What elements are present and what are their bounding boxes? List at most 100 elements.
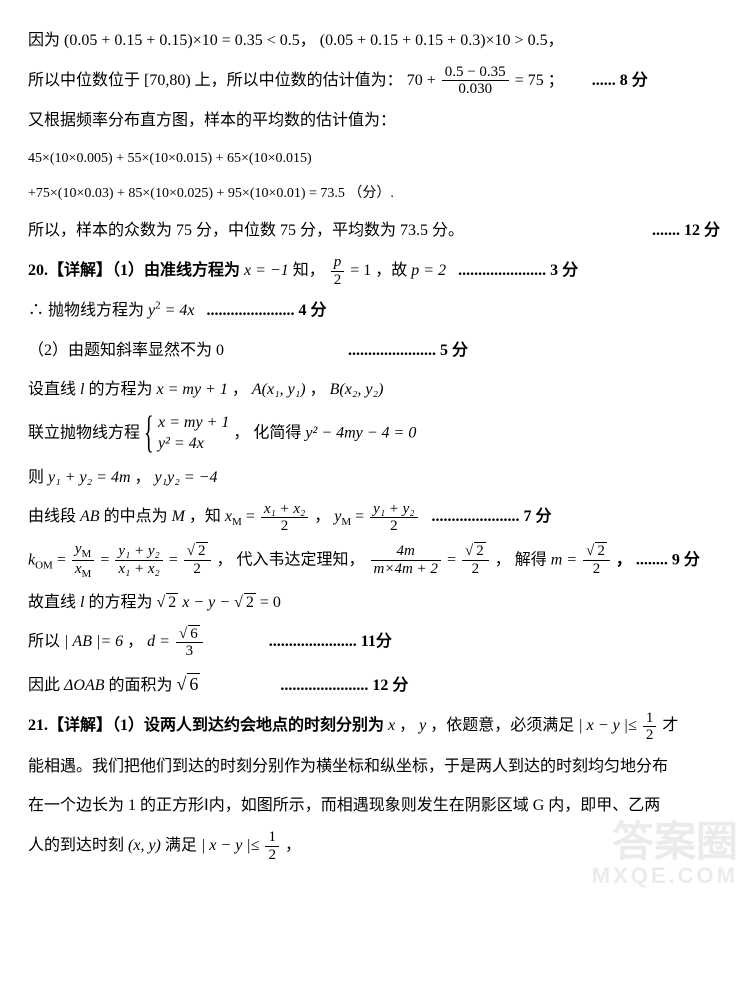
text: 联立抛物线方程	[28, 424, 140, 441]
half: 1 2	[265, 829, 279, 863]
line-4: 45×(10×0.005) + 55×(10×0.015) + 65×(10×0…	[28, 144, 720, 173]
dots: ， ........	[616, 551, 668, 568]
frac2: y₁ + y₂ 2	[370, 501, 417, 535]
line-17: 因此 ΔOAB 的面积为 6 ...................... 12…	[28, 666, 720, 704]
score: 12 分	[372, 677, 408, 694]
text: ， 化简得	[233, 424, 301, 441]
denominator: 2	[331, 272, 345, 289]
numerator: p	[331, 254, 345, 272]
expr-pre: 70 +	[407, 72, 436, 89]
interval: [70,80)	[144, 72, 191, 89]
text: 的方程为	[88, 594, 152, 611]
line-9: （2）由题知斜率显然不为 0 ...................... 5 …	[28, 334, 720, 368]
text: ，	[285, 837, 301, 854]
result: = 75 ；	[515, 72, 564, 89]
line-2: 所以中位数位于 [70,80) 上，所以中位数的估计值为： 70 + 0.5 −…	[28, 64, 720, 98]
dots: ......................	[269, 633, 357, 650]
text: 故直线	[28, 594, 76, 611]
text: 知，	[293, 262, 325, 279]
text: 由线段	[28, 508, 76, 525]
dots: ......................	[458, 262, 546, 279]
text: 因为	[28, 32, 60, 49]
AB: | AB |= 6	[64, 633, 123, 650]
text: ，	[127, 633, 143, 650]
line-12: 则 y₁ + y₂ = 4m ， y₁y₂ = −4	[28, 461, 720, 495]
dots: ......................	[348, 342, 436, 359]
text: 在一个边长为 1 的正方形Ⅰ内，如图所示，而相遇现象则发生在阴影区域 G 内，即…	[28, 797, 660, 814]
frac3: 2 2	[184, 543, 211, 577]
line-11: 联立抛物线方程 x = my + 1 y² = 4x ， 化简得 y² − 4m…	[28, 413, 720, 455]
frac: x₁ + x₂ 2	[261, 501, 308, 535]
abs: | x − y |≤	[578, 717, 637, 734]
xy: (x, y)	[128, 837, 161, 854]
frac1: yM xM	[72, 541, 94, 580]
denominator: 0.030	[442, 81, 509, 98]
text: 的中点为	[104, 508, 168, 525]
frac5: 2 2	[462, 543, 489, 577]
text: ， 代入韦达定理知，	[217, 551, 365, 568]
text: 的面积为	[109, 677, 177, 694]
text: ，	[399, 717, 415, 734]
score: 4 分	[299, 302, 327, 319]
math-expr: +75×(10×0.03) + 85×(10×0.025) + 95×(10×0…	[28, 186, 394, 201]
AB: AB	[80, 508, 104, 525]
line-13: 由线段 AB 的中点为 M ，知 xM = x₁ + x₂ 2 ， yM = y…	[28, 500, 720, 534]
q20-l1: 20.【详解】（1）由准线方程为 x = −1 知， p 2 = 1 ，故 p …	[28, 254, 720, 288]
frac4: 4m m×4m + 2	[371, 543, 441, 577]
text: 20.【详解】（1）由准线方程为	[28, 262, 240, 279]
text: ，	[314, 508, 330, 525]
dots: ......	[592, 72, 616, 89]
eq0: = 0	[260, 594, 281, 611]
mid: x − y −	[182, 594, 234, 611]
line-21: 人的到达时刻 (x, y) 满足 | x − y |≤ 1 2 ，	[28, 829, 720, 863]
eq2: =	[355, 508, 368, 525]
expr: p = 2	[411, 262, 446, 279]
line-19: 能相遇。我们把他们到达的时刻分别作为横坐标和纵坐标，于是两人到达的时刻均匀地分布	[28, 750, 720, 784]
sys-row-2: y² = 4x	[158, 434, 229, 455]
M: M	[172, 508, 185, 525]
text: 则	[28, 469, 44, 486]
text: ，	[232, 381, 248, 398]
score: 5 分	[440, 342, 468, 359]
sum: y₁ + y₂ = 4m	[48, 469, 130, 486]
line-6: 所以，样本的众数为 75 分，中位数 75 分，平均数为 73.5 分。 ...…	[28, 214, 720, 248]
eq: x = my + 1	[156, 381, 227, 398]
text: 又根据频率分布直方图，样本的平均数的估计值为：	[28, 112, 396, 129]
text: 人的到达时刻	[28, 837, 124, 854]
line-10: 设直线 l 的方程为 x = my + 1 ， A(x₁, y₁) ， B(x₂…	[28, 373, 720, 407]
frac: 6 3	[176, 626, 203, 660]
fraction: 0.5 − 0.35 0.030	[442, 64, 509, 98]
text: 设直线	[28, 381, 76, 398]
text: 21.【详解】（1）设两人到达约会地点的时刻分别为	[28, 717, 384, 734]
eq: = 1	[350, 262, 371, 279]
xM: x	[225, 508, 232, 525]
frac6: 2 2	[583, 543, 610, 577]
dots: ......................	[207, 302, 295, 319]
score: 7 分	[524, 508, 552, 525]
text: 因此	[28, 677, 60, 694]
math-expr: (0.05 + 0.15 + 0.15)×10 = 0.35 < 0.5， (0…	[64, 32, 564, 49]
expr: x = −1	[244, 262, 289, 279]
subM2: M	[341, 516, 351, 528]
line-14: kOM = yM xM = y₁ + y₂ x₁ + x₂ = 2 2 ， 代入…	[28, 541, 720, 580]
text: ，依题意，必须满足	[430, 717, 574, 734]
score: 11分	[361, 633, 392, 650]
line-15: 故直线 l 的方程为 2 x − y − 2 = 0	[28, 586, 720, 620]
dots: ......................	[432, 508, 520, 525]
text: 的方程为	[88, 381, 152, 398]
score: 9 分	[672, 551, 700, 568]
equation-system: x = my + 1 y² = 4x	[144, 413, 229, 455]
text: ，	[135, 469, 151, 486]
text: 上，所以中位数的估计值为：	[195, 72, 403, 89]
A: A(x₁, y₁)	[252, 381, 306, 398]
prod: y₁y₂ = −4	[155, 469, 218, 486]
eq: =	[246, 508, 259, 525]
d: d =	[147, 633, 174, 650]
B: B(x₂, y₂)	[330, 381, 384, 398]
numerator: 0.5 − 0.35	[442, 64, 509, 82]
text: 满足	[165, 837, 197, 854]
line-20: 在一个边长为 1 的正方形Ⅰ内，如图所示，而相遇现象则发生在阴影区域 G 内，即…	[28, 789, 720, 823]
score: 12 分	[684, 222, 720, 239]
dots: ......................	[280, 677, 368, 694]
line-5: +75×(10×0.03) + 85×(10×0.025) + 95×(10×0…	[28, 179, 720, 208]
